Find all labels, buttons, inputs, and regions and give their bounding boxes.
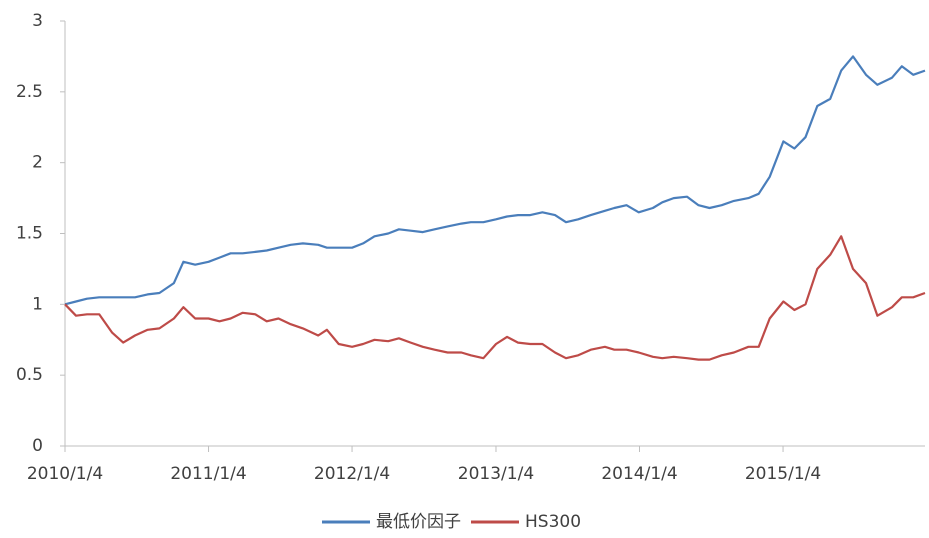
y-tick-label: 1	[32, 294, 43, 314]
line-series	[64, 235, 926, 361]
y-tick-label: 2.5	[16, 82, 43, 102]
y-tick-label: 0	[32, 436, 43, 456]
x-tick-label: 2012/1/4	[314, 464, 390, 484]
y-tick-label: 3	[32, 11, 43, 31]
x-tick-label: 2011/1/4	[170, 464, 246, 484]
x-tick-label: 2010/1/4	[27, 464, 103, 484]
line-series	[64, 55, 926, 306]
y-tick-label: 1.5	[16, 224, 43, 244]
y-tick-label: 0.5	[16, 365, 43, 385]
x-tick-label: 2015/1/4	[745, 464, 821, 484]
x-tick-label: 2013/1/4	[458, 464, 534, 484]
x-tick-label: 2014/1/4	[601, 464, 677, 484]
legend-label: HS300	[525, 512, 581, 532]
legend-label: 最低价因子	[376, 512, 461, 532]
y-tick-label: 2	[32, 153, 43, 173]
